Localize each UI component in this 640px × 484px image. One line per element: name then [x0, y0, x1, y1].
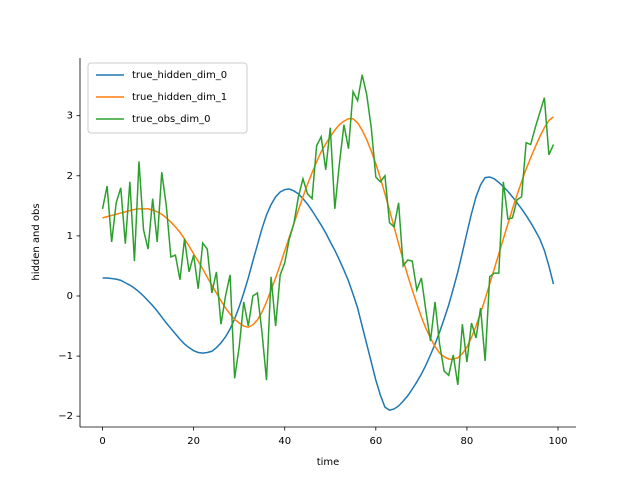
x-tick-label: 80	[461, 436, 474, 447]
series-line	[102, 176, 555, 411]
legend-label: true_obs_dim_0	[132, 114, 210, 125]
x-axis-label: time	[317, 457, 340, 468]
series-line	[101, 74, 555, 386]
y-tick-label: 0	[67, 291, 73, 302]
y-tick-label: 1	[67, 231, 73, 242]
legend-label: true_hidden_dim_0	[132, 70, 227, 81]
legend-label: true_hidden_dim_1	[132, 92, 227, 103]
y-tick-label: −1	[58, 351, 73, 362]
x-tick-label: 20	[187, 436, 200, 447]
x-tick-label: 0	[99, 436, 105, 447]
y-tick-label: 3	[67, 111, 73, 122]
y-axis-label: hidden and obs	[31, 203, 42, 280]
y-tick-label: 2	[67, 171, 73, 182]
legend-box	[87, 62, 248, 134]
x-tick-label: 40	[278, 436, 291, 447]
x-tick-label: 60	[369, 436, 382, 447]
y-tick-label: −2	[58, 411, 73, 422]
x-tick-label: 100	[548, 436, 567, 447]
